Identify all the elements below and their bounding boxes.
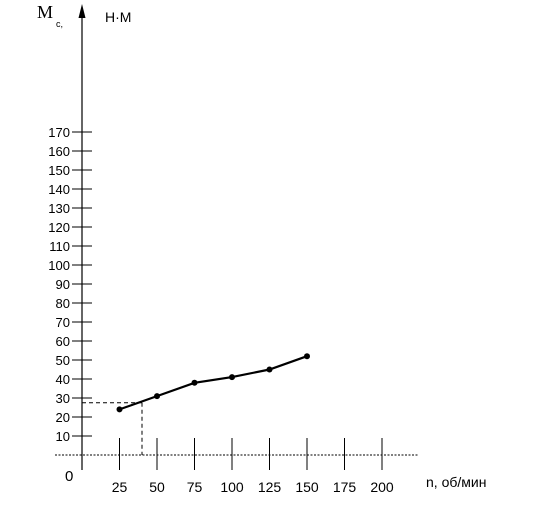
y-ticks: 10 20 30 40 50 60 70 80 90 100 110 120 130 140 150 160 1… xyxy=(48,125,92,444)
data-point xyxy=(229,374,235,381)
y-tick-label: 50 xyxy=(56,353,70,368)
y-axis-subscript: c, xyxy=(56,19,63,29)
y-tick-label: 90 xyxy=(56,277,70,292)
x-tick-label: 150 xyxy=(295,479,319,495)
y-tick-label: 130 xyxy=(48,201,70,216)
y-tick-label: 70 xyxy=(56,315,70,330)
x-ticks: 25 50 75 100 125 150 175 200 xyxy=(112,438,394,495)
x-tick-label: 200 xyxy=(370,479,394,495)
x-tick-label: 50 xyxy=(149,479,165,495)
x-tick-label: 25 xyxy=(112,479,128,495)
x-axis-label: n, об/мин xyxy=(426,474,486,490)
x-tick-label: 125 xyxy=(258,479,282,495)
series xyxy=(116,353,310,413)
y-tick-label: 60 xyxy=(56,334,70,349)
x-tick-label: 75 xyxy=(187,479,203,495)
y-tick-label: 160 xyxy=(48,144,70,159)
y-tick-label: 30 xyxy=(56,391,70,406)
y-axis-arrow xyxy=(78,4,86,18)
data-point xyxy=(154,393,160,400)
y-tick-label: 80 xyxy=(56,296,70,311)
y-tick-label: 20 xyxy=(56,410,70,425)
data-point xyxy=(266,366,273,373)
data-point xyxy=(191,379,198,386)
y-axis-symbol: M xyxy=(37,2,53,22)
y-tick-label: 100 xyxy=(48,258,70,273)
data-point xyxy=(304,353,310,360)
y-tick-label: 150 xyxy=(48,163,70,178)
data-point xyxy=(116,406,123,413)
y-tick-label: 120 xyxy=(48,220,70,235)
series-line xyxy=(119,355,308,411)
x-tick-label: 100 xyxy=(220,479,244,495)
y-tick-label: 110 xyxy=(49,239,70,254)
guide-lines xyxy=(82,402,143,455)
y-tick-label: 40 xyxy=(56,372,70,387)
y-unit-label: Н·М xyxy=(105,9,131,25)
origin-label: 0 xyxy=(65,468,73,485)
y-tick-label: 170 xyxy=(48,125,70,140)
y-tick-label: 140 xyxy=(48,182,70,197)
x-tick-label: 175 xyxy=(333,479,357,495)
y-tick-label: 10 xyxy=(56,429,70,444)
